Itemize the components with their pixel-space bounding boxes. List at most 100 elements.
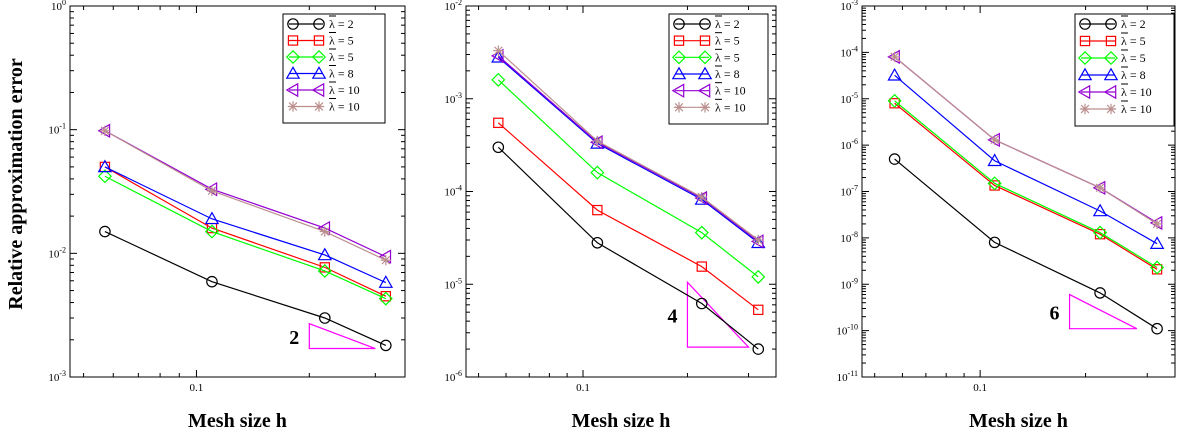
data-point [319, 226, 331, 237]
legend-marker [311, 82, 325, 98]
data-point [206, 275, 218, 288]
slope-label: 6 [1050, 303, 1060, 325]
data-point [887, 93, 902, 108]
legend: λ = 2 λ = 5 λ = 5 λ = 8 λ = 10 λ = 10 [668, 13, 769, 125]
legend-entry: λ = 8 [1077, 66, 1146, 82]
data-point [319, 312, 331, 324]
series-line [894, 158, 1158, 330]
series-4 [97, 159, 394, 288]
series-line [497, 122, 759, 311]
y-tick-label: 10-3 [444, 91, 462, 106]
data-point [694, 225, 709, 240]
series-line [497, 55, 759, 242]
series-3 [97, 169, 393, 306]
y-tick-label: 10-7 [840, 184, 858, 199]
slope-triangle [1068, 293, 1138, 330]
legend-marker [1103, 50, 1119, 66]
data-point [1151, 218, 1163, 230]
data-point [1094, 287, 1106, 299]
legend-label: λ = 5 [715, 50, 740, 64]
series-3 [887, 93, 1165, 275]
y-tick-label: 10-11 [837, 369, 858, 384]
data-point [99, 125, 111, 136]
legend-label: λ = 2 [329, 17, 354, 31]
legend-entry: λ = 5 [287, 32, 354, 48]
legend-marker [1077, 84, 1091, 100]
y-tick-label: 10-3 [48, 369, 66, 384]
slope-triangle [308, 322, 376, 350]
series-line [104, 166, 387, 284]
series-6 [889, 51, 1163, 230]
legend-marker [287, 18, 299, 30]
data-point [750, 234, 764, 249]
legend-marker [699, 18, 711, 30]
legend-marker [671, 50, 687, 65]
data-point [378, 291, 393, 306]
x-tick-label: 0.1 [190, 382, 204, 394]
x-axis-title: Mesh size h [969, 410, 1068, 432]
data-point [317, 247, 333, 261]
legend-label: λ = 5 [1121, 51, 1146, 65]
data-point [490, 48, 504, 64]
series-line [894, 102, 1158, 270]
legend-label: λ = 5 [1121, 34, 1146, 48]
legend-label: λ = 10 [715, 84, 746, 98]
legend-entry: λ = 5 [671, 48, 740, 65]
legend-label: λ = 10 [1121, 102, 1152, 116]
legend-marker [287, 35, 299, 46]
y-tick-label: 10-3 [840, 0, 858, 13]
y-tick-label: 10-4 [444, 184, 462, 199]
legend-marker [1079, 103, 1091, 115]
chart-panels: 10-3 10-2 10-1 100 0.1 Mesh size h 2 λ = 2 λ = 5… [48, 0, 1176, 432]
legend-marker [697, 66, 713, 80]
x-tick-label: 0.1 [973, 382, 987, 394]
data-point [591, 236, 604, 249]
data-point [751, 269, 766, 284]
data-point [751, 235, 766, 249]
y-tick-label: 10-8 [840, 230, 858, 245]
legend-marker [671, 83, 685, 98]
series-1 [888, 153, 1163, 335]
data-point [492, 141, 505, 154]
legend: λ = 2 λ = 5 λ = 5 λ = 8 λ = 10 λ = 10 [282, 13, 386, 124]
data-point [380, 339, 392, 352]
data-point [1149, 215, 1163, 231]
legend-marker [1105, 18, 1117, 30]
data-point [592, 135, 603, 147]
legend-marker [311, 49, 327, 65]
legend-label: λ = 10 [715, 100, 746, 114]
y-tick-label: 10-6 [444, 369, 462, 384]
legend-entry: λ = 2 [673, 15, 740, 31]
legend-marker [313, 35, 325, 46]
data-point [1092, 203, 1108, 217]
legend-label: λ = 2 [715, 17, 740, 31]
y-tick-label: 10-5 [840, 91, 858, 106]
series-6 [493, 45, 764, 246]
legend-marker [1079, 18, 1091, 30]
series-2 [99, 161, 392, 302]
y-tick-label: 10-1 [48, 122, 66, 137]
legend-marker [285, 66, 301, 79]
x-axis-title: Mesh size h [188, 410, 287, 432]
data-point [97, 159, 113, 173]
legend-label: λ = 8 [1121, 68, 1146, 82]
y-tick-label: 10-2 [48, 245, 66, 260]
data-point [889, 51, 900, 63]
series-line [104, 166, 387, 297]
y-tick-label: 10-4 [840, 44, 858, 59]
y-axis-title: Relative approximation error [5, 58, 27, 310]
legend-marker [697, 50, 713, 65]
legend-marker [311, 66, 327, 79]
chart-panel-1: 10-3 10-2 10-1 100 0.1 Mesh size h 2 λ = 2 λ = 5… [48, 0, 406, 432]
legend-entry: λ = 5 [1077, 49, 1146, 66]
series-line [497, 56, 759, 244]
legend-entry: λ = 10 [287, 98, 360, 114]
data-point [989, 134, 1000, 146]
x-axis-title: Mesh size h [572, 410, 671, 432]
y-tick-label: 10-5 [444, 276, 462, 291]
data-point [204, 224, 220, 239]
data-point [378, 275, 394, 288]
legend-marker [1105, 35, 1117, 47]
series-line [894, 74, 1158, 245]
legend-entry: λ = 5 [1079, 32, 1146, 48]
